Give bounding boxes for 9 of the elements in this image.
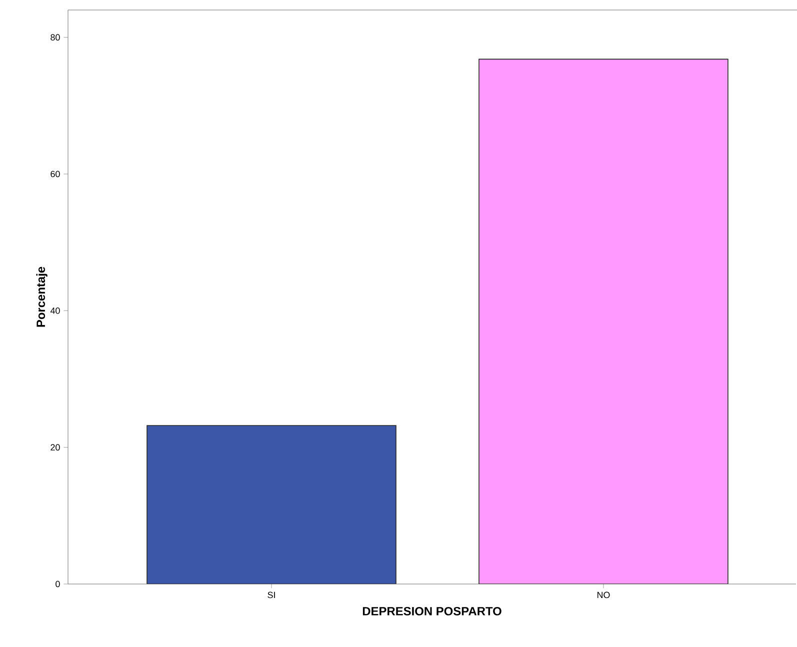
x-tick-label: SI [268, 592, 275, 598]
y-axis-title: Porcentaje [36, 266, 48, 327]
x-axis-title: DEPRESION POSPARTO [362, 606, 502, 616]
y-tick-label: 60 [50, 170, 60, 178]
x-tick-label: NO [597, 592, 610, 598]
y-tick-label: 40 [50, 307, 60, 314]
y-tick-label: 20 [50, 444, 60, 451]
y-tick-label: 80 [50, 34, 60, 41]
y-tick-label: 0 [56, 580, 60, 588]
